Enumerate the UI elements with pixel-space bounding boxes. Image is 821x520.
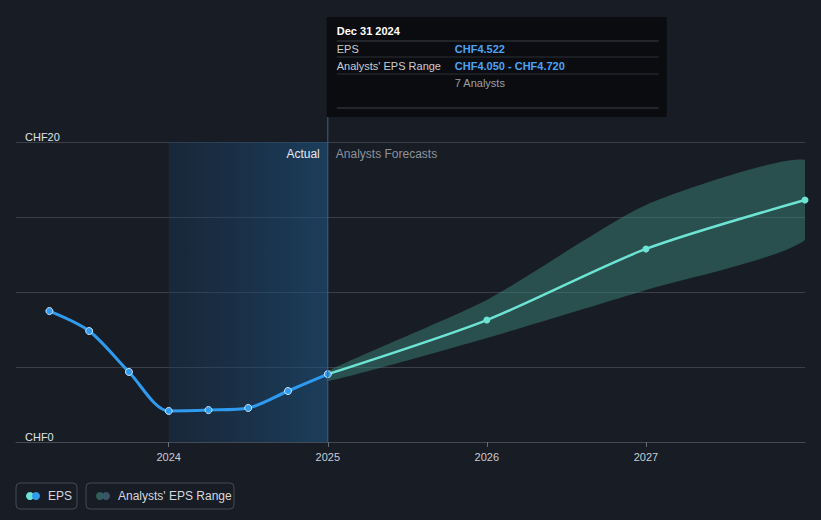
svg-text:2025: 2025	[316, 451, 340, 463]
svg-text:Analysts' EPS Range: Analysts' EPS Range	[118, 489, 232, 503]
svg-text:Dec 31 2024: Dec 31 2024	[337, 25, 401, 37]
svg-text:CHF4.522: CHF4.522	[455, 43, 505, 55]
svg-text:Actual: Actual	[286, 147, 319, 161]
svg-text:CHF20: CHF20	[25, 131, 60, 143]
svg-text:CHF4.050 - CHF4.720: CHF4.050 - CHF4.720	[455, 60, 565, 72]
svg-text:2027: 2027	[634, 451, 658, 463]
svg-text:EPS: EPS	[48, 489, 72, 503]
svg-text:EPS: EPS	[337, 43, 359, 55]
svg-text:Analysts' EPS Range: Analysts' EPS Range	[337, 60, 441, 72]
svg-text:2026: 2026	[475, 451, 499, 463]
svg-text:2024: 2024	[156, 451, 180, 463]
svg-text:Analysts Forecasts: Analysts Forecasts	[336, 147, 437, 161]
svg-text:7 Analysts: 7 Analysts	[455, 77, 506, 89]
svg-text:CHF0: CHF0	[25, 431, 54, 443]
